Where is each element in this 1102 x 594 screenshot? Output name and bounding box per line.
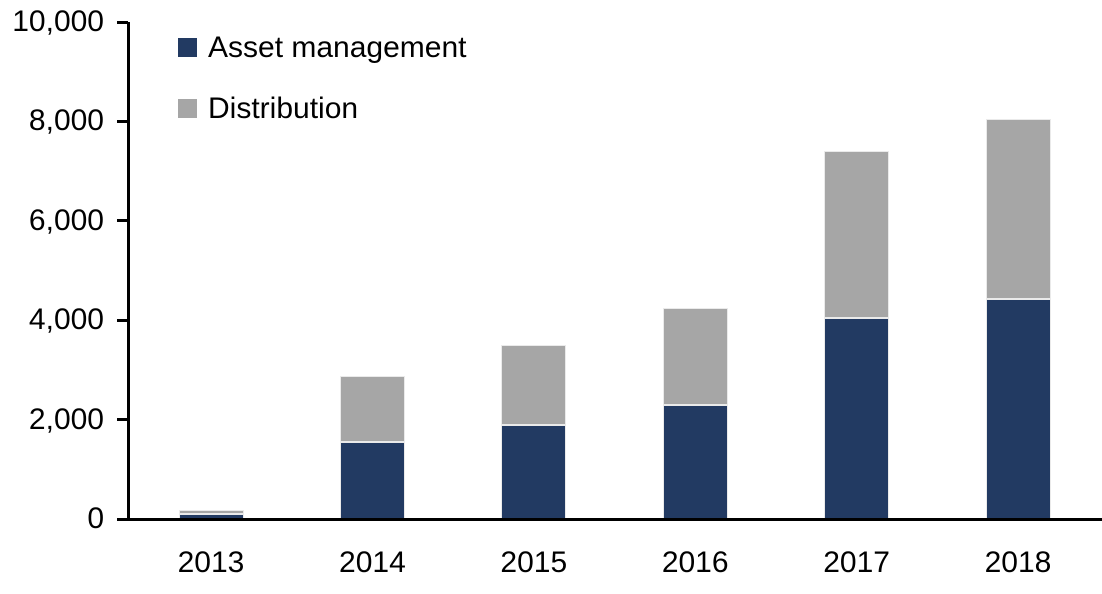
y-tick-label-4000: 4,000 [28, 303, 104, 337]
bar-segment-distribution-2014 [339, 376, 405, 442]
y-tick-mark-10000 [117, 20, 128, 24]
bar-segment-asset-management-2017 [824, 318, 890, 519]
x-tick-label-2018: 2018 [984, 546, 1052, 579]
bar-segment-asset-management-2018 [985, 299, 1051, 519]
legend-swatch-distribution [178, 99, 197, 118]
x-tick-label-2016: 2016 [661, 546, 729, 579]
x-tick-label-2017: 2017 [823, 546, 890, 579]
legend: Asset management Distribution [178, 30, 466, 126]
y-tick-label-10000: 10,000 [12, 5, 104, 38]
bar-2017 [824, 151, 890, 519]
bar-2018 [985, 119, 1051, 519]
x-tick-label-2013: 2013 [177, 546, 245, 579]
bar-2016 [662, 307, 728, 519]
y-tick-mark-6000 [117, 219, 128, 223]
y-tick-mark-2000 [117, 418, 128, 422]
bar-segment-distribution-2013 [178, 509, 244, 515]
bar-segment-asset-management-2014 [339, 441, 405, 519]
bar-segment-distribution-2015 [501, 345, 567, 426]
legend-swatch-asset-management [178, 38, 197, 57]
bar-segment-asset-management-2016 [662, 404, 728, 519]
y-tick-mark-8000 [117, 119, 128, 123]
y-tick-label-0: 0 [87, 502, 104, 535]
legend-label-asset-management: Asset management [208, 31, 467, 64]
y-tick-label-6000: 6,000 [28, 203, 104, 237]
x-tick-label-2015: 2015 [500, 546, 568, 579]
legend-label-distribution: Distribution [208, 92, 359, 125]
y-axis-line [127, 22, 130, 519]
x-axis-line [117, 518, 1102, 521]
legend-item-distribution: Distribution [178, 91, 466, 126]
bar-segment-distribution-2017 [824, 151, 890, 319]
legend-item-asset-management: Asset management [178, 30, 466, 65]
x-tick-label-2014: 2014 [339, 546, 406, 579]
y-tick-label-2000: 2,000 [28, 402, 104, 436]
bar-2014 [339, 376, 405, 519]
y-tick-mark-0 [117, 517, 128, 521]
y-tick-mark-4000 [117, 318, 128, 322]
y-tick-label-8000: 8,000 [28, 104, 104, 138]
bar-2015 [501, 345, 567, 519]
bar-segment-asset-management-2015 [501, 425, 567, 519]
bar-segment-distribution-2016 [662, 307, 728, 405]
bar-segment-distribution-2018 [985, 119, 1051, 300]
